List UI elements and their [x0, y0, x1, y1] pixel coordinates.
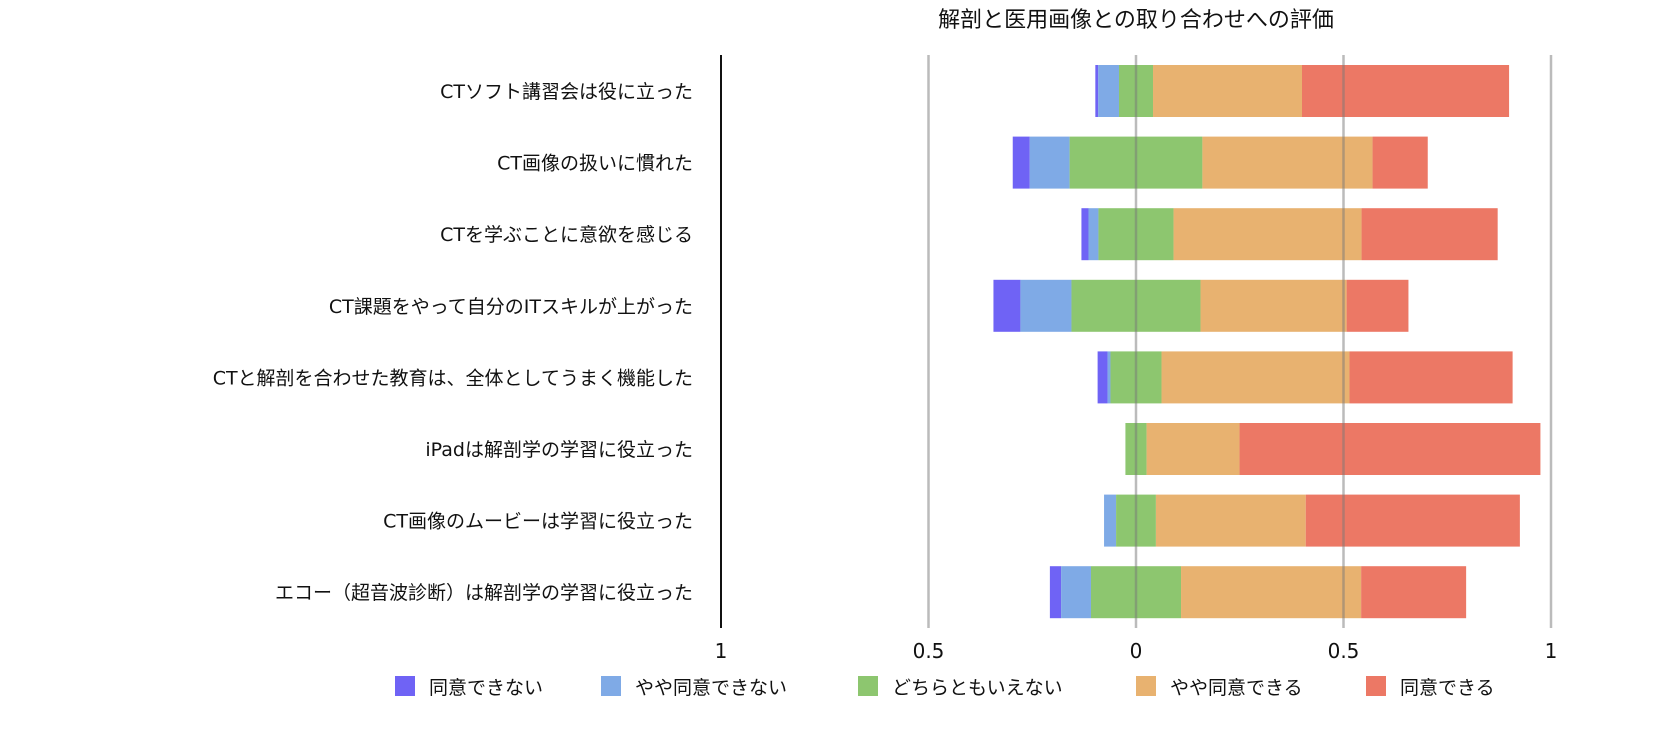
- bar-segment: [1029, 136, 1070, 189]
- bar-segment: [1200, 279, 1347, 332]
- bar-segment: [1153, 65, 1302, 117]
- category-label: エコー（超音波診断）は解剖学の学習に役立った: [275, 582, 693, 604]
- x-tick-label: 1: [1545, 639, 1558, 663]
- bar-segment: [1239, 423, 1541, 475]
- bar-segment: [1146, 423, 1240, 475]
- legend-item: 同意できる: [1366, 676, 1495, 699]
- legend-swatch: [601, 676, 621, 696]
- legend-item: どちらともいえない: [858, 676, 1063, 699]
- bar-segment: [1012, 136, 1030, 189]
- bar-segment: [1095, 65, 1099, 117]
- bar-segment: [1088, 208, 1099, 261]
- legend-label: やや同意できない: [635, 677, 787, 699]
- bar-segment: [1346, 279, 1409, 332]
- bar-segment: [1161, 351, 1350, 404]
- legend-item: 同意できない: [395, 676, 543, 699]
- bar-segment: [1107, 351, 1111, 404]
- bar-segment: [1302, 65, 1510, 117]
- bar-segment: [1305, 494, 1520, 547]
- x-tick-label: 1: [715, 639, 728, 663]
- bar-segment: [1361, 566, 1467, 619]
- bar-segment: [1097, 351, 1108, 404]
- bar-segment: [1061, 566, 1091, 619]
- bar-segment: [1202, 136, 1373, 189]
- bar-segment: [1049, 566, 1062, 619]
- x-tick-label: 0: [1130, 639, 1143, 663]
- bar-segment: [1173, 208, 1362, 261]
- category-label: iPadは解剖学の学習に役立った: [425, 439, 693, 461]
- category-label: CT課題をやって自分のITスキルが上がった: [329, 296, 693, 318]
- legend-label: 同意できる: [1400, 677, 1495, 699]
- bar-segment: [1181, 566, 1362, 619]
- category-label: CT画像のムービーは学習に役立った: [383, 511, 693, 533]
- legend-swatch: [1136, 676, 1156, 696]
- legend-label: やや同意できる: [1170, 677, 1303, 699]
- legend-item: やや同意できない: [601, 676, 787, 699]
- bar-segment: [1098, 65, 1119, 117]
- chart-title: 解剖と医用画像との取り合わせへの評価: [938, 8, 1334, 33]
- bar-segment: [1020, 279, 1072, 332]
- category-label: CTと解剖を合わせた教育は、全体としてうまく機能した: [213, 367, 693, 389]
- category-label: CTを学ぶことに意欲を感じる: [440, 224, 693, 246]
- legend-swatch: [858, 676, 878, 696]
- bar-segment: [1104, 494, 1117, 547]
- legend-label: どちらともいえない: [892, 677, 1063, 699]
- legend-swatch: [395, 676, 415, 696]
- bar-segment: [1361, 208, 1498, 261]
- bar-segment: [1155, 494, 1306, 547]
- bar-segment: [1372, 136, 1428, 189]
- bar-segment: [1081, 208, 1089, 261]
- legend-item: やや同意できる: [1136, 676, 1303, 699]
- x-tick-label: 0.5: [913, 639, 945, 663]
- category-label: CTソフト講習会は役に立った: [440, 81, 693, 103]
- x-tick-label: 0.5: [1328, 639, 1360, 663]
- legend-label: 同意できない: [429, 677, 543, 699]
- legend-swatch: [1366, 676, 1386, 696]
- bar-segment: [993, 279, 1021, 332]
- category-label: CT画像の扱いに慣れた: [497, 153, 693, 175]
- bar-segment: [1349, 351, 1513, 404]
